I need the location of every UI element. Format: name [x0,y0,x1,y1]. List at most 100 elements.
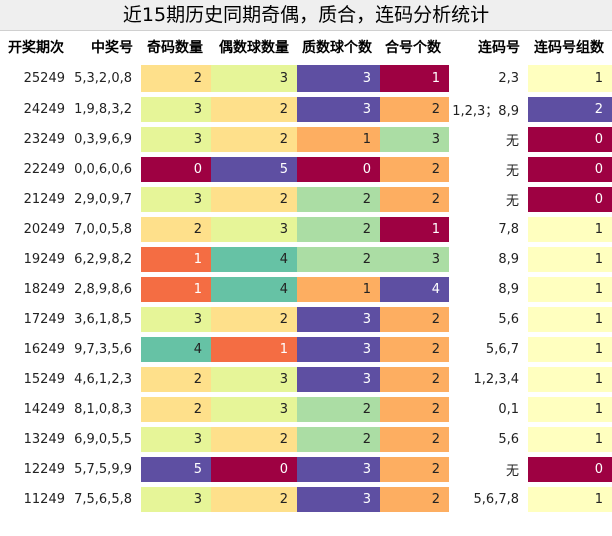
cell-consecutive-groups: 0 [528,154,612,187]
header-prime-count: 质数球个数 [297,31,380,64]
cell-odd-count: 3 [141,304,211,337]
table-row: 25249 5,3,2,0,8 2 3 3 1 2,3 1 [0,63,612,97]
cell-consecutive-groups: 0 [528,184,612,217]
header-period: 开奖期次 [0,31,72,64]
cell-composite-count: 2 [380,454,449,487]
cell-period: 23249 [0,124,72,157]
table-row: 14249 8,1,0,8,3 2 3 2 2 0,1 1 [0,394,612,427]
cell-period: 16249 [0,334,72,367]
cell-consecutive-groups: 1 [528,364,612,397]
cell-odd-count: 0 [141,154,211,187]
cell-period: 20249 [0,214,72,247]
cell-prime-count: 2 [297,424,380,457]
cell-numbers: 6,9,0,5,5 [72,424,141,457]
cell-composite-count: 2 [380,364,449,397]
cell-consecutive: 无 [449,184,528,217]
cell-even-count: 2 [211,424,297,457]
cell-numbers: 5,7,5,9,9 [72,454,141,487]
cell-numbers: 5,3,2,0,8 [72,63,141,97]
cell-consecutive-groups: 2 [528,94,612,127]
cell-consecutive-groups: 0 [528,454,612,487]
cell-composite-count: 2 [380,424,449,457]
cell-even-count: 1 [211,334,297,367]
table-row: 20249 7,0,0,5,8 2 3 2 1 7,8 1 [0,214,612,247]
cell-numbers: 1,9,8,3,2 [72,94,141,127]
cell-consecutive: 1,2,3；8,9 [449,94,528,127]
cell-numbers: 6,2,9,8,2 [72,244,141,277]
header-composite-count: 合号个数 [380,31,449,64]
table-row: 21249 2,9,0,9,7 3 2 2 2 无 0 [0,184,612,217]
cell-prime-count: 3 [297,334,380,367]
cell-composite-count: 2 [380,484,449,517]
cell-period: 11249 [0,484,72,517]
cell-prime-count: 3 [297,454,380,487]
cell-composite-count: 4 [380,274,449,307]
cell-period: 13249 [0,424,72,457]
cell-odd-count: 2 [141,394,211,427]
header-numbers: 中奖号 [72,31,141,64]
cell-consecutive: 5,6,7,8 [449,484,528,517]
cell-consecutive-groups: 1 [528,304,612,337]
cell-numbers: 0,0,6,0,6 [72,154,141,187]
table-body: 25249 5,3,2,0,8 2 3 3 1 2,3 1 24249 1,9,8,3,2 3 2 3 2… [0,63,612,517]
cell-numbers: 2,8,9,8,6 [72,274,141,307]
cell-period: 24249 [0,94,72,127]
cell-consecutive: 8,9 [449,274,528,307]
cell-even-count: 2 [211,184,297,217]
cell-even-count: 5 [211,154,297,187]
page-title: 近15期历史同期奇偶，质合，连码分析统计 [0,0,612,31]
cell-composite-count: 1 [380,214,449,247]
cell-odd-count: 2 [141,214,211,247]
cell-consecutive: 5,6,7 [449,334,528,367]
cell-composite-count: 2 [380,94,449,127]
table-row: 15249 4,6,1,2,3 2 3 3 2 1,2,3,4 1 [0,364,612,397]
cell-prime-count: 2 [297,244,380,277]
cell-odd-count: 1 [141,274,211,307]
stats-table: 开奖期次 中奖号 奇码数量 偶数球数量 质数球个数 合号个数 连码号 连码号组数… [0,31,612,517]
cell-odd-count: 3 [141,484,211,517]
cell-composite-count: 2 [380,154,449,187]
table-row: 16249 9,7,3,5,6 4 1 3 2 5,6,7 1 [0,334,612,367]
cell-composite-count: 3 [380,124,449,157]
cell-consecutive: 5,6 [449,424,528,457]
cell-even-count: 3 [211,364,297,397]
cell-consecutive: 2,3 [449,63,528,97]
cell-consecutive-groups: 1 [528,63,612,97]
cell-composite-count: 2 [380,394,449,427]
cell-period: 15249 [0,364,72,397]
cell-even-count: 3 [211,214,297,247]
cell-prime-count: 1 [297,124,380,157]
cell-consecutive: 无 [449,124,528,157]
cell-even-count: 2 [211,94,297,127]
table-row: 11249 7,5,6,5,8 3 2 3 2 5,6,7,8 1 [0,484,612,517]
cell-even-count: 2 [211,484,297,517]
cell-odd-count: 3 [141,94,211,127]
cell-consecutive: 无 [449,454,528,487]
table-row: 12249 5,7,5,9,9 5 0 3 2 无 0 [0,454,612,487]
cell-numbers: 0,3,9,6,9 [72,124,141,157]
table-row: 24249 1,9,8,3,2 3 2 3 2 1,2,3；8,9 2 [0,94,612,127]
cell-numbers: 7,5,6,5,8 [72,484,141,517]
table-row: 18249 2,8,9,8,6 1 4 1 4 8,9 1 [0,274,612,307]
header-consecutive-groups: 连码号组数 [528,31,612,64]
cell-consecutive-groups: 1 [528,274,612,307]
cell-consecutive-groups: 1 [528,484,612,517]
cell-composite-count: 3 [380,244,449,277]
cell-prime-count: 3 [297,484,380,517]
cell-even-count: 3 [211,63,297,97]
header-row: 开奖期次 中奖号 奇码数量 偶数球数量 质数球个数 合号个数 连码号 连码号组数 [0,31,612,64]
cell-period: 22249 [0,154,72,187]
table-row: 19249 6,2,9,8,2 1 4 2 3 8,9 1 [0,244,612,277]
cell-odd-count: 4 [141,334,211,367]
header-odd-count: 奇码数量 [141,31,211,64]
cell-period: 14249 [0,394,72,427]
cell-numbers: 4,6,1,2,3 [72,364,141,397]
cell-period: 12249 [0,454,72,487]
cell-period: 17249 [0,304,72,337]
cell-consecutive: 0,1 [449,394,528,427]
cell-prime-count: 3 [297,94,380,127]
cell-consecutive: 5,6 [449,304,528,337]
cell-consecutive-groups: 1 [528,334,612,367]
cell-composite-count: 2 [380,334,449,367]
cell-consecutive-groups: 0 [528,124,612,157]
